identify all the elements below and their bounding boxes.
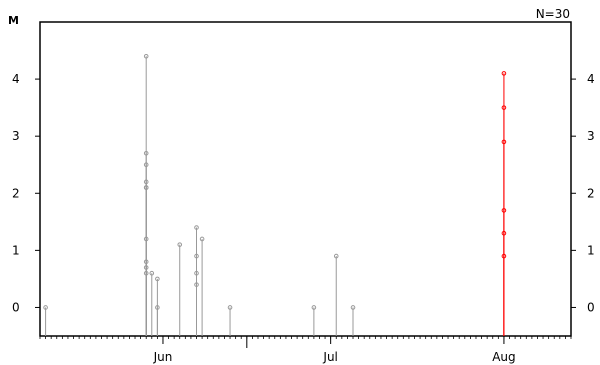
event-point [143,151,149,156]
event-point [501,253,507,259]
y-tick-label-right: 2 [587,186,595,200]
event-point [149,270,155,276]
axes-layer: 0 0 1 1 2 2 3 3 4 4 Jun Jul Aug [12,72,595,364]
y-tick-label-right: 0 [587,300,595,314]
points-layer [43,53,507,310]
event-point [155,305,160,310]
y-tick-label-left: 0 [12,300,20,314]
event-point [143,53,149,59]
event-point [194,270,199,276]
event-point [143,265,149,270]
y-axis-label: M [8,14,19,27]
event-point [143,179,149,185]
y-tick-label-right: 4 [587,72,595,86]
event-point [143,185,149,190]
event-point [194,253,199,259]
event-point [227,305,233,310]
event-point [194,225,199,230]
plot-frame [39,21,572,337]
y-tick-label-right: 1 [587,243,595,257]
y-tick-label-left: 3 [12,129,20,143]
event-point [177,242,183,247]
x-tick-label: Jul [322,350,337,364]
event-point [501,230,507,236]
event-point [501,71,507,76]
y-tick-label-left: 2 [12,186,20,200]
count-annotation: N=30 [535,7,570,21]
event-point [155,276,160,282]
y-tick-label-right: 3 [587,129,595,143]
x-tick-label: Aug [492,350,515,364]
event-point [143,162,149,168]
event-point [311,305,317,310]
event-point [199,236,205,242]
event-point [501,139,507,145]
event-point [43,305,48,310]
event-point [143,270,149,276]
y-tick-label-left: 4 [12,72,20,86]
x-tick-label: Jun [153,350,173,364]
y-tick-label-left: 1 [12,243,20,257]
event-point [333,253,339,259]
event-point [350,305,356,310]
event-point [501,105,507,110]
event-point [143,259,149,265]
stems-layer [45,56,505,336]
event-point [194,282,199,287]
event-point [501,208,507,213]
event-point [143,236,149,242]
